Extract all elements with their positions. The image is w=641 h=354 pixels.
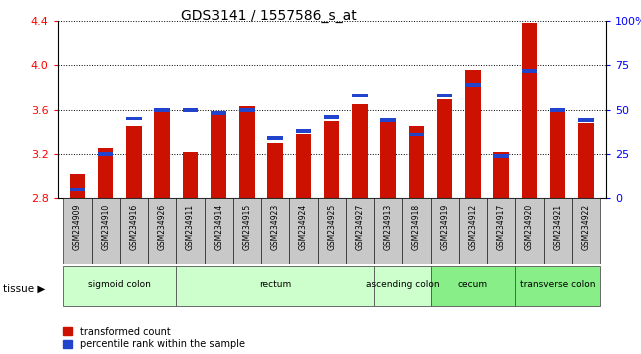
Bar	[92, 198, 120, 264]
Bar	[98, 148, 113, 198]
Bar	[120, 198, 148, 264]
Bar	[261, 198, 289, 264]
Bar	[183, 152, 198, 198]
Bar	[374, 198, 403, 264]
Bar	[522, 69, 537, 73]
Text: GSM234923: GSM234923	[271, 204, 279, 250]
Bar	[465, 70, 481, 198]
Bar	[494, 152, 509, 198]
Bar	[63, 198, 92, 264]
Bar	[522, 23, 537, 198]
Text: GSM234926: GSM234926	[158, 204, 167, 250]
Text: rectum: rectum	[259, 280, 292, 290]
Bar	[578, 123, 594, 198]
Text: GSM234927: GSM234927	[356, 204, 365, 250]
Bar	[148, 198, 176, 264]
Bar	[324, 121, 340, 198]
Text: cecum: cecum	[458, 280, 488, 290]
Bar	[459, 198, 487, 264]
Text: GSM234919: GSM234919	[440, 204, 449, 250]
Bar	[296, 134, 312, 198]
Text: ascending colon: ascending colon	[365, 280, 439, 290]
Bar	[267, 143, 283, 198]
Legend: transformed count, percentile rank within the sample: transformed count, percentile rank withi…	[63, 327, 245, 349]
Text: GSM234912: GSM234912	[469, 204, 478, 250]
Text: GSM234918: GSM234918	[412, 204, 421, 250]
Bar	[154, 108, 170, 112]
Text: GSM234911: GSM234911	[186, 204, 195, 250]
Text: GSM234920: GSM234920	[525, 204, 534, 250]
Bar	[374, 266, 431, 306]
Bar	[409, 126, 424, 198]
Bar	[126, 117, 142, 120]
Text: GSM234914: GSM234914	[214, 204, 223, 250]
Bar	[176, 266, 374, 306]
Text: sigmoid colon: sigmoid colon	[88, 280, 151, 290]
Bar	[70, 174, 85, 198]
Text: tissue ▶: tissue ▶	[3, 284, 46, 293]
Bar	[352, 94, 368, 97]
Bar	[63, 266, 176, 306]
Bar	[296, 129, 312, 133]
Bar	[515, 198, 544, 264]
Text: GSM234921: GSM234921	[553, 204, 562, 250]
Bar	[239, 108, 254, 112]
Bar	[346, 198, 374, 264]
Bar	[324, 115, 340, 119]
Bar	[126, 126, 142, 198]
Bar	[431, 198, 459, 264]
Bar	[183, 108, 198, 112]
Bar	[154, 108, 170, 198]
Bar	[494, 154, 509, 158]
Bar	[572, 198, 600, 264]
Bar	[211, 115, 226, 198]
Bar	[381, 121, 396, 198]
Bar	[437, 94, 453, 97]
Bar	[550, 108, 565, 112]
Bar	[487, 198, 515, 264]
Bar	[289, 198, 317, 264]
Bar	[403, 198, 431, 264]
Bar	[267, 136, 283, 140]
Text: GSM234915: GSM234915	[242, 204, 251, 250]
Bar	[550, 110, 565, 198]
Bar	[515, 266, 600, 306]
Bar	[239, 107, 254, 198]
Text: GSM234917: GSM234917	[497, 204, 506, 250]
Bar	[233, 198, 261, 264]
Text: GSM234910: GSM234910	[101, 204, 110, 250]
Bar	[98, 152, 113, 156]
Bar	[409, 133, 424, 136]
Text: GSM234924: GSM234924	[299, 204, 308, 250]
Bar	[211, 112, 226, 115]
Text: GDS3141 / 1557586_s_at: GDS3141 / 1557586_s_at	[181, 9, 357, 23]
Bar	[352, 104, 368, 198]
Bar	[204, 198, 233, 264]
Bar	[578, 119, 594, 122]
Text: GSM234913: GSM234913	[384, 204, 393, 250]
Text: GSM234916: GSM234916	[129, 204, 138, 250]
Bar	[381, 119, 396, 122]
Bar	[431, 266, 515, 306]
Text: GSM234909: GSM234909	[73, 204, 82, 250]
Text: GSM234925: GSM234925	[327, 204, 337, 250]
Text: transverse colon: transverse colon	[520, 280, 595, 290]
Bar	[544, 198, 572, 264]
Bar	[437, 99, 453, 198]
Text: GSM234922: GSM234922	[581, 204, 590, 250]
Bar	[317, 198, 346, 264]
Bar	[70, 188, 85, 191]
Bar	[176, 198, 204, 264]
Bar	[465, 83, 481, 87]
